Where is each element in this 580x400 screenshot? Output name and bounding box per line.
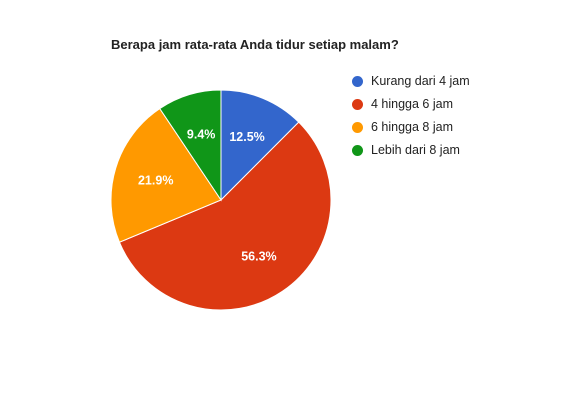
legend-label: Lebih dari 8 jam bbox=[371, 143, 460, 157]
data-label: 9.4% bbox=[187, 128, 216, 142]
legend-label: 6 hingga 8 jam bbox=[371, 120, 454, 134]
pie-slice-6-hingga-8-jam[interactable] bbox=[110, 107, 222, 243]
legend-swatch bbox=[352, 76, 363, 87]
chart-title: Berapa jam rata-rata Anda tidur setiap m… bbox=[111, 37, 399, 52]
data-label: 56.3% bbox=[241, 250, 276, 264]
legend-item-kurang-dari-4-jam[interactable]: Kurang dari 4 jam bbox=[352, 73, 492, 90]
data-label: 12.5% bbox=[229, 130, 264, 144]
pie-slice-kurang-dari-4-jam[interactable] bbox=[220, 89, 300, 202]
legend-label: Kurang dari 4 jam bbox=[371, 74, 470, 88]
legend-swatch bbox=[352, 145, 363, 156]
legend-item-6-hingga-8-jam[interactable]: 6 hingga 8 jam bbox=[352, 119, 492, 136]
legend: Kurang dari 4 jam 4 hingga 6 jam 6 hingg… bbox=[352, 73, 492, 165]
pie-slice-lebih-dari-8-jam[interactable] bbox=[159, 89, 222, 202]
legend-swatch bbox=[352, 122, 363, 133]
legend-item-4-hingga-6-jam[interactable]: 4 hingga 6 jam bbox=[352, 96, 492, 113]
legend-label: 4 hingga 6 jam bbox=[371, 97, 454, 111]
legend-swatch bbox=[352, 99, 363, 110]
pie-slice-4-hingga-6-jam[interactable] bbox=[118, 121, 332, 311]
legend-item-lebih-dari-8-jam[interactable]: Lebih dari 8 jam bbox=[352, 142, 492, 159]
data-label: 21.9% bbox=[138, 173, 173, 187]
